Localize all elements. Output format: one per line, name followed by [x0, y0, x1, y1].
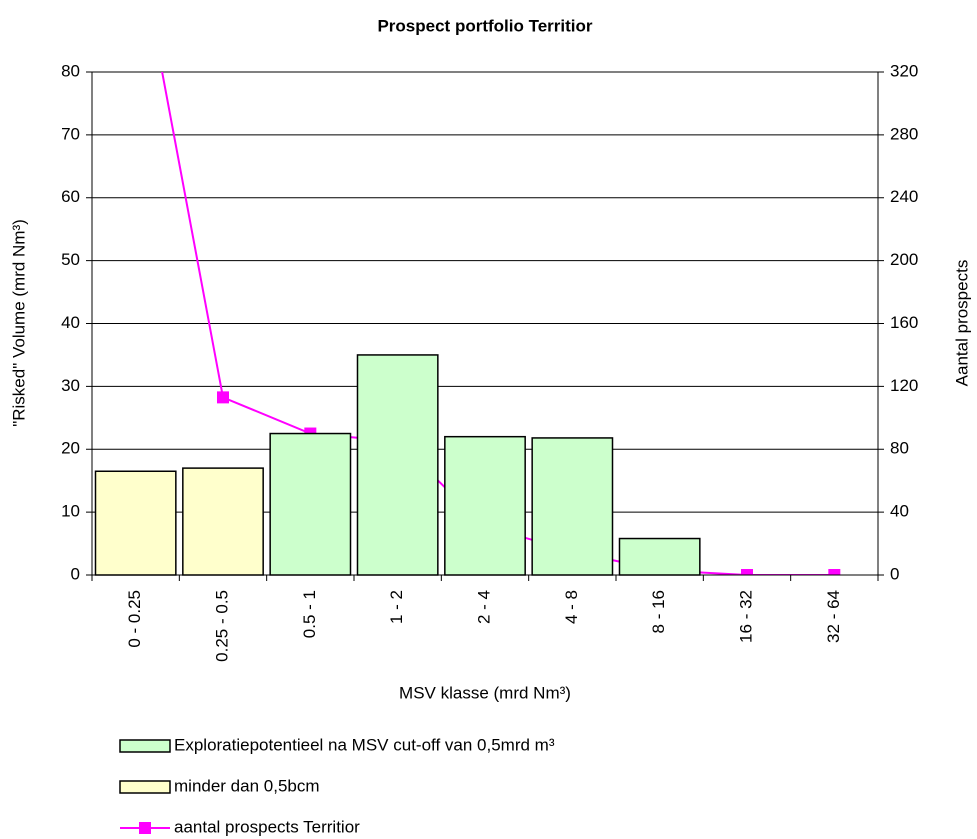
line-marker: [828, 569, 841, 575]
x-tick-label: 16 - 32: [736, 590, 755, 643]
y2-tick-label: 240: [890, 187, 918, 206]
x-tick-label: 32 - 64: [824, 590, 843, 643]
bar: [269, 432, 352, 576]
legend-swatch: [119, 739, 171, 753]
line-marker: [217, 391, 229, 404]
legend-swatch: [139, 822, 151, 834]
y-tick-label: 80: [61, 61, 80, 80]
chart-title: Prospect portfolio Territior: [377, 16, 592, 35]
x-tick-label: 4 - 8: [562, 590, 581, 624]
y-tick-label: 40: [61, 313, 80, 332]
x-axis-label: MSV klasse (mrd Nm³): [399, 683, 571, 702]
legend-label: minder dan 0,5bcm: [174, 776, 320, 795]
x-tick-label: 1 - 2: [387, 590, 406, 624]
y2-axis-label: Aantal prospects: [952, 260, 971, 387]
x-tick-label: 0.5 - 1: [300, 590, 319, 638]
y2-tick-label: 320: [890, 61, 918, 80]
legend-label: Exploratiepotentieel na MSV cut-off van …: [174, 735, 555, 754]
y-tick-label: 30: [61, 376, 80, 395]
legend-label: aantal prospects Territior: [174, 817, 360, 836]
y2-tick-label: 280: [890, 124, 918, 143]
x-tick-label: 8 - 16: [649, 590, 668, 633]
y-tick-label: 60: [61, 187, 80, 206]
y2-tick-label: 160: [890, 313, 918, 332]
bar: [182, 467, 264, 576]
y-tick-label: 20: [61, 439, 80, 458]
y2-tick-label: 80: [890, 439, 909, 458]
line-marker: [741, 569, 753, 575]
bar: [618, 537, 701, 576]
x-tick-label: 0.25 - 0.5: [212, 590, 231, 662]
y2-tick-label: 0: [890, 564, 899, 583]
y2-tick-label: 40: [890, 502, 909, 521]
bar: [531, 437, 614, 576]
x-tick-label: 2 - 4: [474, 590, 493, 624]
x-tick-label: 0 - 0.25: [125, 590, 144, 648]
y-axis-label: "Risked" Volume (mrd Nm³): [9, 219, 28, 427]
bar: [356, 354, 439, 576]
bar: [444, 435, 526, 576]
legend-swatch: [119, 780, 171, 794]
y2-tick-label: 200: [890, 250, 918, 269]
bar: [94, 470, 177, 576]
y2-tick-label: 120: [890, 376, 918, 395]
y-tick-label: 10: [61, 502, 80, 521]
y-tick-label: 70: [61, 124, 80, 143]
y-tick-label: 0: [71, 564, 80, 583]
y-tick-label: 50: [61, 250, 80, 269]
